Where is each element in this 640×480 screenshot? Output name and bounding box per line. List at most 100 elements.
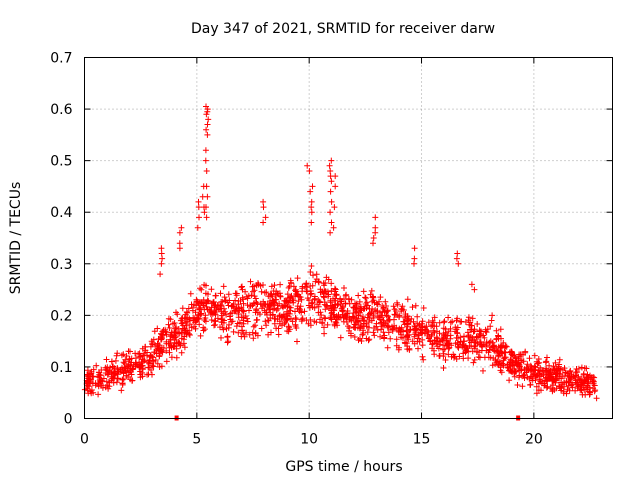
data-point <box>307 291 314 298</box>
data-point <box>363 299 370 306</box>
data-point <box>419 353 426 360</box>
data-point <box>317 309 324 316</box>
data-point <box>509 362 516 369</box>
data-point <box>276 313 283 320</box>
data-point <box>410 318 417 325</box>
data-point <box>460 342 467 349</box>
data-point <box>436 338 443 345</box>
data-point <box>136 350 143 357</box>
data-point <box>298 296 305 303</box>
data-point <box>163 340 170 347</box>
data-point <box>470 359 477 366</box>
data-point <box>146 357 153 364</box>
data-point <box>189 304 196 311</box>
data-point <box>156 364 163 370</box>
data-point <box>429 340 436 347</box>
data-point <box>478 347 485 354</box>
data-point <box>572 387 579 394</box>
data-point <box>165 321 172 328</box>
data-point <box>402 340 409 347</box>
data-point <box>527 362 534 369</box>
data-point <box>400 335 406 341</box>
data-point <box>393 336 400 343</box>
data-point <box>309 282 316 289</box>
data-point <box>568 379 574 386</box>
data-point <box>330 311 337 318</box>
data-point <box>493 336 500 343</box>
data-point <box>386 316 393 323</box>
data-point <box>236 319 243 326</box>
data-point <box>202 315 209 321</box>
data-point <box>378 312 385 319</box>
data-point <box>155 341 161 348</box>
data-point <box>224 299 231 306</box>
data-point <box>416 338 423 345</box>
data-points <box>81 103 600 402</box>
y-tick-label: 0.2 <box>50 308 72 324</box>
x-tick-label: 5 <box>192 432 201 448</box>
data-point <box>528 368 535 375</box>
data-point <box>527 373 534 380</box>
data-point <box>370 329 377 336</box>
data-point <box>287 297 294 304</box>
data-point <box>173 309 179 316</box>
data-point <box>377 294 384 301</box>
data-point <box>304 162 311 169</box>
data-point <box>525 365 531 372</box>
data-point <box>565 379 572 386</box>
data-point <box>313 271 320 278</box>
data-point <box>186 332 193 338</box>
y-tick-label: 0.6 <box>50 102 72 118</box>
data-point <box>285 328 292 335</box>
data-point <box>271 282 278 289</box>
data-point <box>543 384 550 391</box>
data-point <box>163 358 170 365</box>
data-point <box>389 327 396 334</box>
data-point <box>411 245 418 252</box>
data-point <box>372 214 379 221</box>
data-point <box>151 349 158 356</box>
data-point <box>110 363 117 370</box>
data-point <box>357 335 363 342</box>
data-point <box>203 111 210 118</box>
data-point <box>574 383 581 390</box>
data-point <box>419 342 426 349</box>
data-point <box>162 326 169 333</box>
data-point <box>154 360 161 367</box>
data-point <box>439 336 446 343</box>
data-point <box>112 357 119 364</box>
data-point <box>202 318 209 325</box>
data-point <box>328 219 335 226</box>
data-point <box>531 363 538 370</box>
data-point <box>507 356 514 363</box>
data-point <box>230 328 237 335</box>
data-point <box>158 245 165 252</box>
data-point <box>442 357 449 363</box>
data-point <box>553 370 560 377</box>
data-point <box>352 324 359 331</box>
data-point <box>331 204 338 211</box>
data-point <box>186 330 192 337</box>
data-point <box>292 315 299 321</box>
data-point <box>374 327 381 333</box>
data-point <box>356 298 363 305</box>
data-point <box>147 354 154 360</box>
data-point <box>123 353 130 359</box>
data-point <box>409 338 416 345</box>
data-point <box>250 283 257 290</box>
data-point <box>130 365 137 372</box>
data-point <box>315 297 322 304</box>
data-point <box>381 308 388 315</box>
data-point <box>347 316 354 323</box>
data-point <box>363 335 370 342</box>
data-point <box>307 269 314 275</box>
data-point <box>455 260 462 267</box>
data-point <box>468 322 475 329</box>
data-point <box>445 328 452 335</box>
data-point <box>233 304 240 311</box>
data-point <box>496 349 502 356</box>
data-point <box>310 272 316 279</box>
data-point <box>203 168 210 174</box>
data-point <box>84 382 91 389</box>
data-point <box>202 157 209 164</box>
